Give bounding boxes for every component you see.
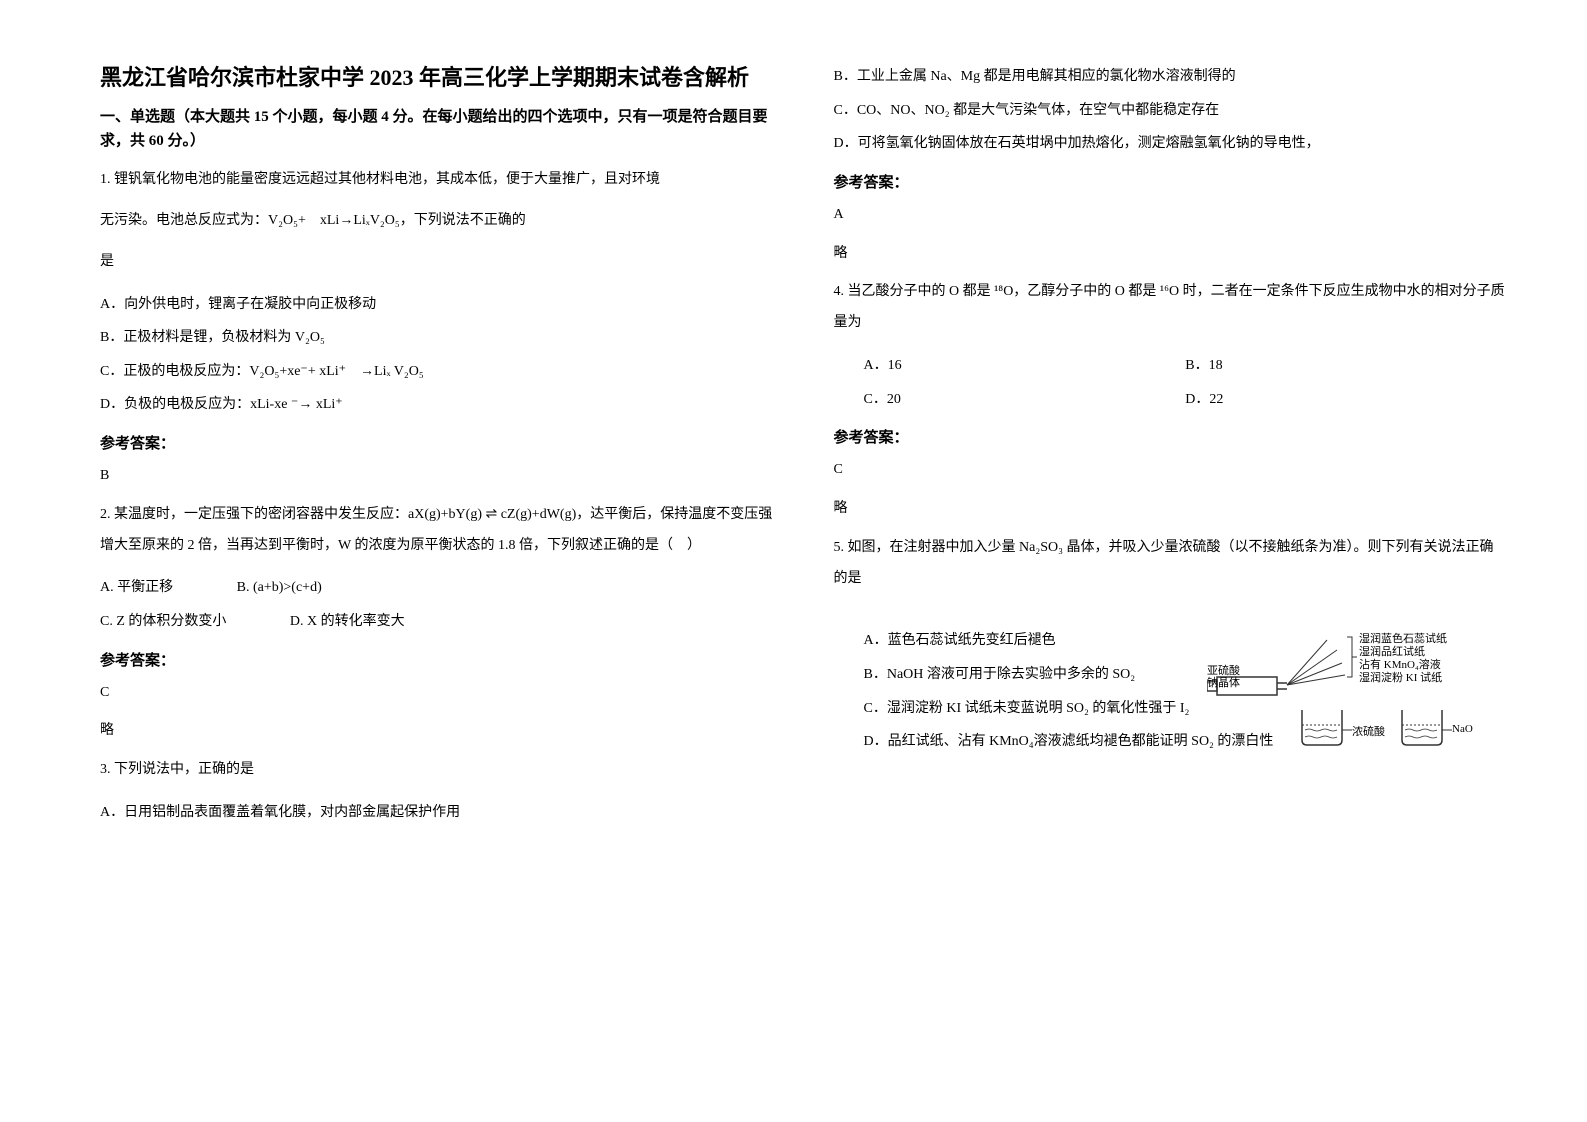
q3-optD: D．可将氢氧化钠固体放在石英坩埚中加热熔化，测定熔融氢氧化钠的导电性， (834, 127, 1508, 161)
diagram-label-6: 浓硫酸 (1352, 723, 1385, 739)
q4-optA: A．16 (864, 349, 1186, 383)
q1-stem3: 是 (100, 247, 774, 278)
q3-answer-label: 参考答案： (834, 171, 1508, 192)
q4-options-row1: A．16 B．18 (864, 349, 1508, 383)
q2-optD: D. X 的转化率变大 (290, 605, 405, 639)
q4-brief: 略 (834, 494, 1508, 525)
q1-answer-label: 参考答案： (100, 432, 774, 453)
q1-stem2: 无污染。电池总反应式为：V₂O₅+ xLi→LiₓV₂O₅，下列说法不正确的 (100, 206, 774, 237)
q2-options-row2: C. Z 的体积分数变小 D. X 的转化率变大 (100, 605, 774, 639)
q4-answer: C (834, 455, 1508, 486)
q4-optC: C．20 (864, 383, 1186, 417)
q4-stem: 4. 当乙酸分子中的 O 都是 ¹⁸O，乙醇分子中的 O 都是 ¹⁶O 时，二者… (834, 277, 1508, 339)
q1-stem: 1. 锂钒氧化物电池的能量密度远远超过其他材料电池，其成本低，便于大量推广，且对… (100, 165, 774, 196)
q2-stem: 2. 某温度时，一定压强下的密闭容器中发生反应：aX(g)+bY(g) ⇌ cZ… (100, 500, 774, 562)
q4-optD: D．22 (1185, 383, 1507, 417)
q3-stem: 3. 下列说法中，正确的是 (100, 755, 774, 786)
diagram-label-7: NaO (1452, 723, 1473, 735)
q2-optC: C. Z 的体积分数变小 (100, 605, 226, 639)
q1-optB: B．正极材料是锂，负极材料为 V₂O₅ (100, 321, 774, 355)
q1-optA: A．向外供电时，锂离子在凝胶中向正极移动 (100, 288, 774, 322)
left-column: 黑龙江省哈尔滨市杜家中学 2023 年高三化学上学期期末试卷含解析 一、单选题（… (100, 60, 814, 1082)
q1-optD: D．负极的电极反应为：xLi-xe ⁻→ xLi⁺ (100, 388, 774, 422)
q2-options-row1: A. 平衡正移 B. (a+b)>(c+d) (100, 571, 774, 605)
q3-brief: 略 (834, 239, 1508, 270)
q2-brief: 略 (100, 716, 774, 747)
section-heading: 一、单选题（本大题共 15 个小题，每小题 4 分。在每小题给出的四个选项中，只… (100, 105, 774, 153)
q2-answer: C (100, 678, 774, 709)
q5-stem: 5. 如图，在注射器中加入少量 Na₂SO₃ 晶体，并吸入少量浓硫酸（以不接触纸… (834, 533, 1508, 595)
q4-options-row2: C．20 D．22 (864, 383, 1508, 417)
q2-optB: B. (a+b)>(c+d) (237, 571, 322, 605)
q1-optC: C．正极的电极反应为：V₂O₅+xe⁻+ xLi⁺ →Liₓ V₂O₅ (100, 355, 774, 389)
q2-answer-label: 参考答案： (100, 649, 774, 670)
q3-optC: C．CO、NO、NO₂ 都是大气污染气体，在空气中都能稳定存在 (834, 94, 1508, 128)
q2-optA: A. 平衡正移 (100, 571, 173, 605)
q3-answer: A (834, 200, 1508, 231)
spacer (834, 604, 1508, 624)
q1-answer: B (100, 461, 774, 492)
q4-answer-label: 参考答案： (834, 426, 1508, 447)
q4-optB: B．18 (1185, 349, 1507, 383)
q3-optB: B．工业上金属 Na、Mg 都是用电解其相应的氯化物水溶液制得的 (834, 60, 1508, 94)
diagram-label-4: 湿润淀粉 KI 试纸 (1359, 669, 1442, 685)
right-column: B．工业上金属 Na、Mg 都是用电解其相应的氯化物水溶液制得的 C．CO、NO… (814, 60, 1528, 1082)
exam-title: 黑龙江省哈尔滨市杜家中学 2023 年高三化学上学期期末试卷含解析 (100, 60, 774, 95)
q3-optA: A．日用铝制品表面覆盖着氧化膜，对内部金属起保护作用 (100, 796, 774, 830)
experiment-diagram: 湿润蓝色石蕊试纸 湿润品红试纸 沾有 KMnO₄溶液 湿润淀粉 KI 试纸 亚硫… (1207, 625, 1487, 745)
diagram-label-5: 亚硫酸钠晶体 (1207, 665, 1247, 689)
